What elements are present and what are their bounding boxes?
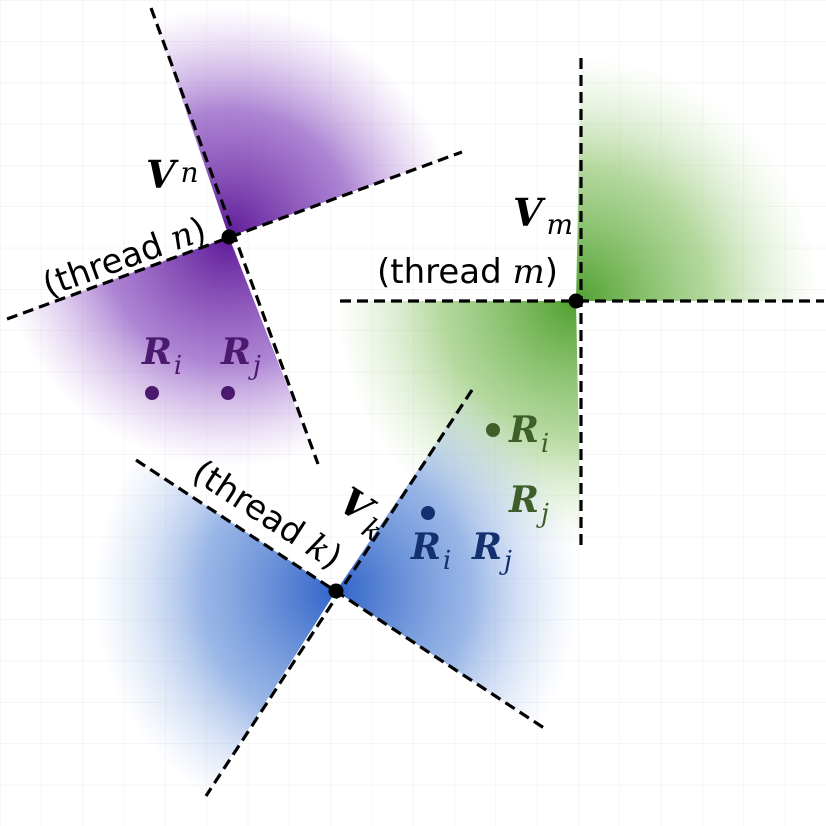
purple-point-j-dot xyxy=(221,386,235,400)
purple-point-i-label: Ri xyxy=(141,331,182,381)
green-point-i-dot xyxy=(486,423,500,437)
blue-wedge-left xyxy=(96,460,337,796)
vertex-k-dot xyxy=(328,583,344,599)
thread-m-label: (thread m) xyxy=(377,252,558,292)
purple-wedge-upper xyxy=(151,0,462,237)
blue-cell xyxy=(96,390,585,796)
purple-point-j-label: Rj xyxy=(220,331,261,381)
vertex-n-dot xyxy=(221,229,237,245)
green-point-i-label: Ri xyxy=(508,409,549,459)
blue-point-i-dot xyxy=(421,506,435,520)
blue-wedge-right xyxy=(336,390,585,728)
green-wedge-upper xyxy=(576,58,824,301)
purple-cell xyxy=(7,0,462,479)
vertex-m-dot xyxy=(568,293,584,309)
purple-point-i-dot xyxy=(145,386,159,400)
blue-point-i-label: Ri xyxy=(410,526,451,576)
purple-wedge-lower xyxy=(7,237,318,479)
